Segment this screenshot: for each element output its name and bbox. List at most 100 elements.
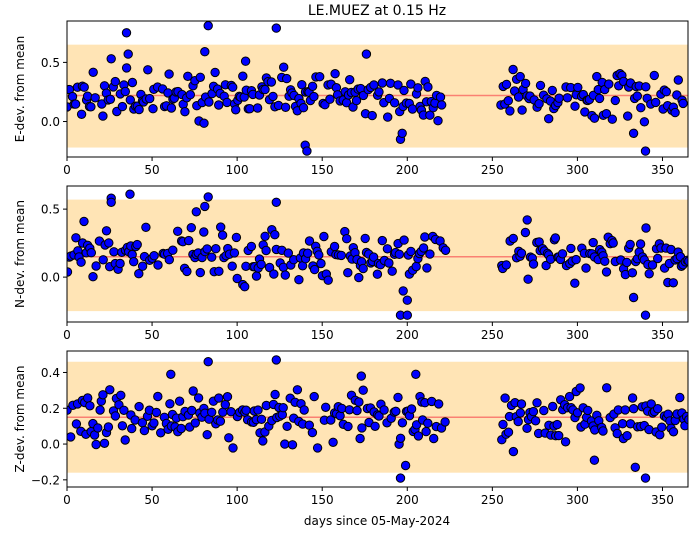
data-point	[151, 407, 162, 418]
data-point	[632, 91, 642, 101]
data-point	[589, 455, 600, 465]
data-point	[185, 90, 196, 100]
x-tick-label: 200	[396, 328, 419, 342]
data-point	[580, 107, 590, 117]
data-point	[121, 63, 132, 73]
data-point	[139, 425, 150, 436]
data-point	[434, 399, 444, 409]
data-point	[143, 65, 153, 75]
data-point	[377, 235, 387, 246]
x-tick-label: 50	[144, 493, 159, 507]
data-point	[195, 72, 206, 83]
data-point	[141, 222, 151, 233]
data-point	[315, 72, 325, 82]
axes-frame	[66, 350, 689, 488]
data-point	[125, 95, 136, 105]
data-point	[651, 97, 661, 108]
data-point	[282, 73, 292, 84]
data-point	[188, 386, 198, 396]
data-point	[70, 99, 81, 109]
data-point	[304, 236, 315, 246]
data-point	[625, 239, 635, 250]
data-point	[231, 232, 242, 243]
data-point	[601, 109, 612, 119]
data-point	[312, 443, 323, 453]
data-point	[640, 310, 651, 320]
data-point	[394, 249, 404, 260]
x-tick-label: 50	[144, 163, 159, 177]
data-point	[278, 403, 288, 413]
data-point	[534, 99, 544, 109]
data-point	[684, 256, 688, 266]
data-point	[505, 106, 515, 116]
data-point	[98, 255, 108, 265]
data-point	[182, 266, 192, 277]
data-point	[355, 433, 365, 444]
data-point	[421, 426, 431, 437]
data-point	[270, 389, 280, 400]
data-point	[429, 433, 439, 444]
data-point	[623, 111, 633, 121]
data-point	[564, 391, 575, 402]
data-point	[550, 233, 561, 243]
y-tick-label: 0.0	[41, 438, 60, 452]
data-point	[199, 227, 209, 237]
data-point	[649, 70, 659, 81]
data-point	[513, 416, 523, 427]
data-point	[121, 28, 132, 38]
y-tick-label: 0.0	[41, 115, 60, 129]
data-point	[516, 399, 527, 409]
data-point	[246, 241, 257, 252]
data-point	[251, 271, 262, 281]
data-point	[356, 371, 366, 381]
data-point	[307, 427, 318, 438]
data-point	[104, 238, 114, 248]
data-point	[522, 215, 532, 225]
data-point	[165, 399, 175, 409]
data-point	[199, 118, 209, 128]
data-point	[203, 357, 213, 367]
data-point	[383, 112, 393, 122]
data-point	[600, 256, 610, 266]
data-point	[187, 405, 197, 416]
data-point	[309, 391, 319, 402]
data-point	[271, 197, 281, 208]
data-point	[98, 390, 108, 400]
data-point	[253, 405, 263, 415]
y-tick-label: −0.2	[31, 473, 60, 487]
data-point	[562, 93, 573, 103]
data-point	[134, 401, 144, 412]
data-point	[560, 437, 571, 447]
data-point	[385, 78, 396, 89]
data-point	[610, 95, 620, 106]
data-point	[413, 83, 423, 93]
data-point	[103, 422, 114, 432]
data-point	[515, 71, 525, 82]
data-point	[76, 109, 87, 120]
data-point	[391, 406, 401, 416]
data-point	[279, 62, 289, 72]
data-point	[673, 75, 683, 85]
data-point	[148, 104, 158, 114]
data-point	[354, 397, 364, 407]
x-tick-label: 150	[311, 163, 334, 177]
panel-1: 0 50 100 150 200 250 300 350 0.0 0.5 N-dev. from m…	[13, 185, 689, 342]
data-point	[269, 269, 279, 279]
data-point	[202, 244, 212, 254]
data-point	[601, 267, 612, 277]
data-point	[119, 405, 129, 415]
data-point	[437, 100, 447, 110]
data-point	[684, 414, 688, 425]
data-point	[399, 85, 409, 96]
data-point	[503, 96, 513, 106]
data-point	[377, 78, 387, 88]
data-point	[193, 393, 204, 403]
x-tick-label: 300	[566, 493, 589, 507]
data-point	[91, 261, 101, 271]
data-point	[630, 462, 640, 472]
data-point	[393, 392, 403, 403]
data-point	[240, 56, 251, 66]
data-point	[106, 54, 116, 64]
data-point	[200, 47, 210, 57]
